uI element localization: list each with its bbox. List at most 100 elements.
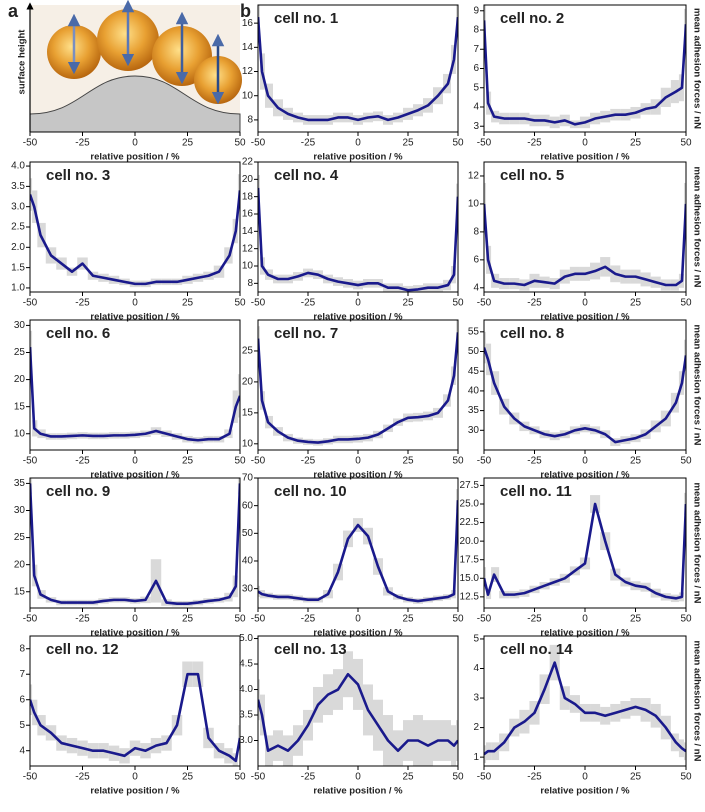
x-tick-label: -25 — [527, 456, 542, 467]
y-tick-label: 22 — [242, 157, 254, 168]
mean-line — [258, 16, 458, 122]
plot-area — [30, 661, 240, 766]
x-axis-label: relative position / % — [90, 152, 180, 163]
y-tick-label: 5.0 — [239, 633, 253, 644]
y-tick-label: 8 — [19, 643, 25, 654]
plot-area — [258, 175, 458, 292]
y-tick-label: 40 — [242, 556, 254, 567]
y-tick-label: 4.5 — [239, 659, 253, 670]
x-tick-label: 0 — [132, 614, 138, 625]
y-tick-label: 3.5 — [239, 710, 253, 721]
y-tick-label: 22.5 — [460, 517, 480, 528]
y-tick-label: 2.0 — [11, 242, 25, 253]
y-tick-label: 5 — [19, 720, 25, 731]
x-tick-label: 25 — [182, 614, 194, 625]
mean-line — [258, 332, 458, 444]
x-axis-label: relative position / % — [540, 312, 630, 323]
y-tick-label: 7 — [473, 44, 479, 55]
x-tick-label: -50 — [23, 298, 38, 309]
frame — [483, 635, 687, 767]
y-tick-label: 10 — [242, 261, 254, 272]
x-tick-label: -50 — [251, 456, 266, 467]
frame — [257, 319, 459, 451]
y-tick-label: 40 — [468, 386, 480, 397]
plot-area — [258, 651, 458, 766]
mean-line — [258, 500, 458, 603]
y-tick-label: 14 — [242, 42, 254, 53]
plot-area — [258, 489, 458, 604]
x-tick-label: -50 — [477, 298, 492, 309]
y-tick-label: 30 — [14, 505, 26, 516]
x-tick-label: 0 — [582, 138, 588, 149]
y-tick-label: 6 — [19, 694, 25, 705]
y-tick-label: 12 — [242, 243, 254, 254]
y-tick-label: 45 — [468, 366, 480, 377]
y-tick-label: 70 — [242, 473, 254, 484]
x-tick-label: -50 — [477, 138, 492, 149]
frame — [29, 319, 241, 451]
plot-area — [30, 478, 240, 607]
x-tick-label: 50 — [234, 298, 246, 309]
chart-title: cell no. 9 — [46, 483, 110, 500]
plot-area — [258, 320, 458, 446]
x-tick-label: -50 — [251, 772, 266, 783]
x-tick-label: -50 — [251, 298, 266, 309]
x-tick-label: 0 — [132, 298, 138, 309]
mean-line — [30, 672, 240, 763]
frame — [257, 477, 459, 609]
y-tick-label: 12 — [242, 66, 254, 77]
y-tick-label: 8 — [473, 227, 479, 238]
chart-title: cell no. 8 — [500, 325, 564, 342]
y-axis-label: mean adhesion forces / nN — [691, 483, 702, 604]
y-axis-label: surface height — [17, 29, 28, 95]
y-tick-label: 25 — [14, 347, 26, 358]
y-tick-label: 5 — [473, 634, 479, 645]
frame — [483, 161, 687, 293]
y-tick-label: 6 — [473, 63, 479, 74]
y-tick-label: 10 — [14, 428, 26, 439]
x-tick-label: 50 — [680, 138, 692, 149]
y-tick-label: 1.0 — [11, 283, 25, 294]
x-axis-label: relative position / % — [90, 470, 180, 481]
x-tick-label: 50 — [452, 456, 464, 467]
x-tick-label: 25 — [630, 456, 642, 467]
y-tick-label: 4.0 — [239, 684, 253, 695]
chart-title: cell no. 1 — [274, 10, 338, 27]
y-tick-label: 16 — [242, 209, 254, 220]
x-tick-label: -25 — [75, 138, 90, 149]
x-tick-label: 50 — [234, 456, 246, 467]
y-tick-label: 35 — [14, 478, 26, 489]
y-tick-label: 14 — [242, 226, 254, 237]
y-tick-label: 12 — [468, 171, 480, 182]
x-axis-label: relative position / % — [313, 786, 403, 797]
y-tick-label: 30 — [242, 583, 254, 594]
y-tick-label: 6 — [473, 254, 479, 265]
x-axis-label: relative position / % — [90, 786, 180, 797]
frame — [29, 635, 241, 767]
y-tick-label: 20.0 — [460, 536, 480, 547]
y-tick-label: 2 — [473, 722, 479, 733]
y-axis-label: mean adhesion forces / nN — [691, 167, 702, 288]
x-tick-label: -50 — [23, 456, 38, 467]
y-tick-label: 25.0 — [460, 499, 480, 510]
x-tick-label: -50 — [251, 138, 266, 149]
x-axis-label: relative position / % — [540, 470, 630, 481]
chart-title: cell no. 11 — [500, 483, 572, 500]
x-tick-label: 0 — [355, 456, 361, 467]
y-tick-label: 10 — [242, 438, 254, 449]
y-tick-label: 55 — [468, 326, 480, 337]
x-tick-label: -50 — [23, 614, 38, 625]
x-tick-label: -25 — [75, 772, 90, 783]
y-tick-label: 17.5 — [460, 554, 480, 565]
y-axis-label: mean adhesion forces / nN — [691, 8, 702, 129]
x-axis-label: relative position / % — [313, 470, 403, 481]
y-tick-label: 20 — [14, 559, 26, 570]
y-tick-label: 25 — [242, 346, 254, 357]
y-tick-label: 30 — [468, 425, 480, 436]
x-tick-label: -25 — [527, 772, 542, 783]
y-tick-label: 8 — [473, 25, 479, 36]
y-tick-label: 3 — [473, 693, 479, 704]
y-tick-label: 15 — [242, 407, 254, 418]
x-tick-label: 25 — [182, 138, 194, 149]
